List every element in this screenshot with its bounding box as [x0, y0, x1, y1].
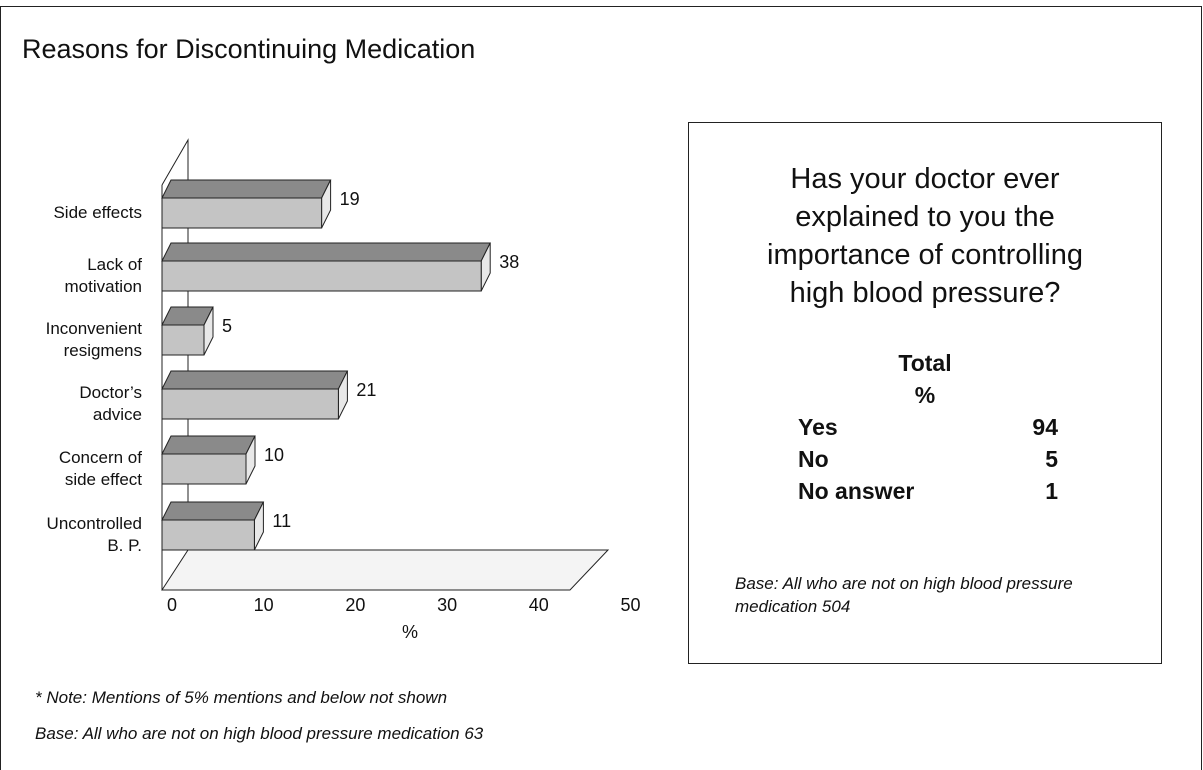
bar-top	[161, 370, 349, 390]
note: Base: All who are not on high blood pres…	[35, 724, 484, 743]
chart-title: Reasons for Discontinuing Medication	[22, 34, 476, 64]
x-tick-label: 10	[254, 595, 274, 615]
x-tick-label: 30	[437, 595, 457, 615]
y-tick-label: Lack of motivation	[64, 255, 142, 296]
bar	[161, 388, 339, 420]
bar-top	[161, 242, 492, 262]
bar	[161, 519, 255, 551]
row-label: No answer	[798, 478, 915, 504]
base-note: Base: All who are not on high blood pres…	[735, 574, 1073, 616]
bar	[161, 197, 323, 229]
y-tick-label: Uncontrolled B. P.	[46, 514, 142, 555]
bar	[161, 453, 247, 485]
table-header: %	[914, 382, 936, 408]
value-label: 21	[356, 380, 376, 400]
value-label: 11	[272, 511, 291, 531]
value-label: 5	[222, 316, 232, 336]
bar-top	[161, 501, 265, 521]
x-axis-label: %	[402, 622, 419, 642]
side-box	[688, 122, 1162, 664]
bar	[161, 260, 482, 292]
row-label: Yes	[798, 414, 838, 440]
x-tick-label: 20	[345, 595, 365, 615]
floor	[161, 549, 610, 591]
y-tick-label: Side effects	[53, 203, 142, 222]
note: * Note: Mentions of 5% mentions and belo…	[35, 688, 448, 707]
bar-top	[161, 435, 256, 455]
bar	[161, 324, 205, 356]
value-label: 10	[264, 445, 284, 465]
y-tick-label: Inconvenient resigmens	[45, 319, 142, 360]
row-label: No	[798, 446, 829, 472]
y-tick-label: Concern of side effect	[58, 448, 142, 489]
bar-top	[161, 179, 332, 199]
question: Has your doctor ever explained to you th…	[767, 163, 1083, 309]
x-tick-label: 50	[620, 595, 640, 615]
table-header: Total	[898, 350, 952, 376]
value-label: 38	[499, 252, 519, 272]
frame	[0, 6, 1202, 770]
row-value: 94	[1032, 414, 1058, 440]
row-value: 5	[1045, 446, 1058, 472]
x-tick-label: 40	[529, 595, 549, 615]
y-tick-label: Doctor’s advice	[79, 383, 142, 424]
x-tick-label: 0	[167, 595, 177, 615]
row-value: 1	[1045, 478, 1058, 504]
value-label: 19	[340, 189, 360, 209]
